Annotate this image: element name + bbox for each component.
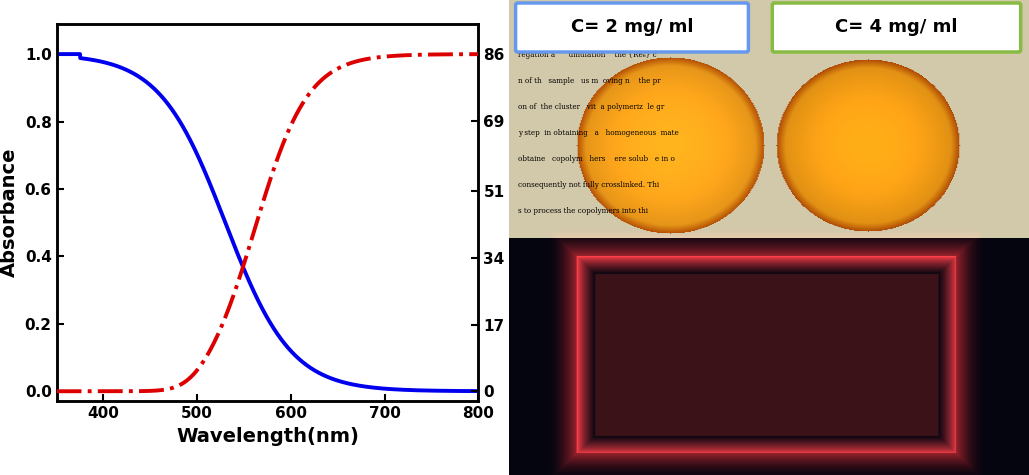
FancyBboxPatch shape bbox=[516, 3, 748, 52]
Text: C= 2 mg/ ml: C= 2 mg/ ml bbox=[571, 19, 694, 37]
Text: on of  the cluster   vit  a polymeriz  le gr: on of the cluster vit a polymeriz le gr bbox=[518, 103, 664, 111]
Text: C= 4 mg/ ml: C= 4 mg/ ml bbox=[836, 19, 958, 37]
Text: regation a      umulation    the {Re₆} c: regation a umulation the {Re₆} c bbox=[518, 51, 657, 59]
Text: n of th   sample   us m  oving n    the pr: n of th sample us m oving n the pr bbox=[518, 77, 661, 85]
Text: obtaine   copolym   hers    ere solub   e in o: obtaine copolym hers ere solub e in o bbox=[518, 155, 675, 163]
X-axis label: Wavelength(nm): Wavelength(nm) bbox=[176, 427, 359, 446]
Y-axis label: Transmittance(%): Transmittance(%) bbox=[513, 115, 532, 310]
Text: consequently not fully crosslinked. Thi: consequently not fully crosslinked. Thi bbox=[518, 181, 659, 189]
Y-axis label: Absorbance: Absorbance bbox=[0, 148, 20, 277]
FancyBboxPatch shape bbox=[773, 3, 1021, 52]
Text: s to process the copolymers into thi: s to process the copolymers into thi bbox=[518, 207, 647, 215]
Text: y step  in obtaining   a   homogeneous  mate: y step in obtaining a homogeneous mate bbox=[518, 129, 678, 137]
